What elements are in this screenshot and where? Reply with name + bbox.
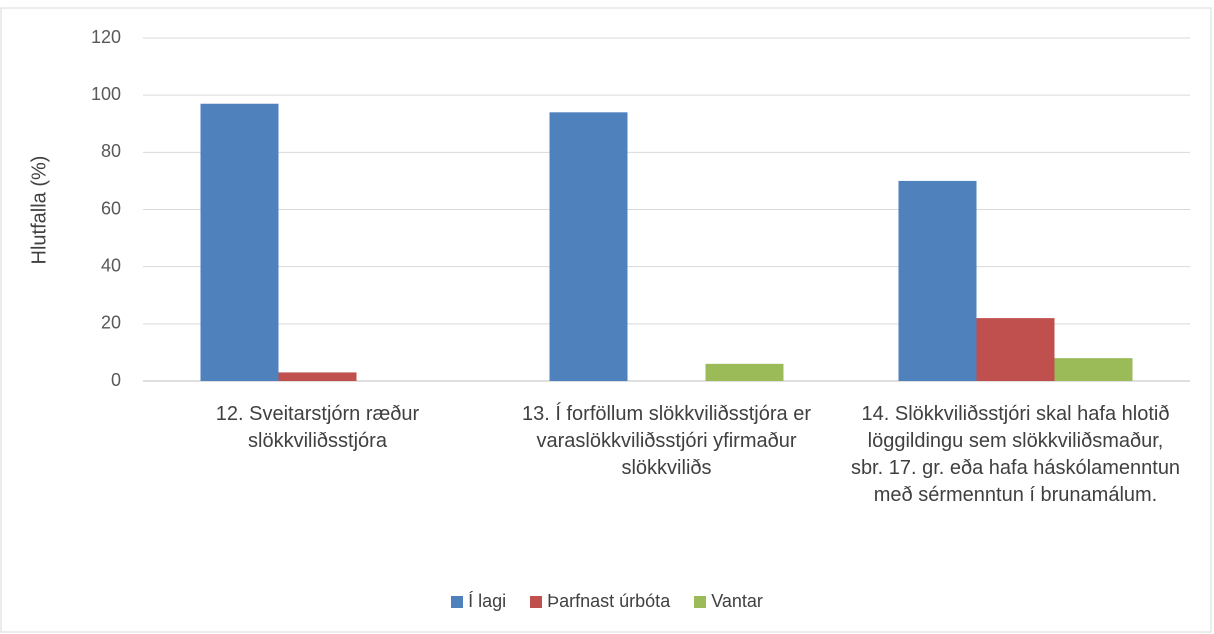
- bar: [898, 180, 977, 381]
- x-tick-label: 12. Sveitarstjórn ræður slökkviliðsstjór…: [215, 403, 420, 452]
- bar: [976, 318, 1055, 381]
- y-tick-label: 40: [101, 255, 121, 275]
- y-tick-label: 0: [111, 370, 121, 390]
- legend-swatch: [694, 595, 707, 608]
- y-tick-label: 120: [91, 27, 121, 47]
- legend-label: Vantar: [711, 591, 763, 611]
- bar: [200, 103, 279, 381]
- legend-item: Þarfnast úrbóta: [530, 591, 670, 612]
- legend-label: Í lagi: [468, 591, 507, 611]
- bar: [1054, 358, 1133, 381]
- y-tick-label: 100: [91, 84, 121, 104]
- legend-swatch: [530, 595, 543, 608]
- y-tick-label: 20: [101, 313, 121, 333]
- legend-swatch: [451, 595, 464, 608]
- y-tick-label: 60: [101, 198, 121, 218]
- legend-label: Þarfnast úrbóta: [547, 591, 671, 611]
- bar: [705, 363, 784, 381]
- chart-border: [0, 7, 1212, 633]
- y-axis-label: Hlutfalla (%): [28, 156, 50, 265]
- legend-item: Í lagi: [451, 591, 506, 612]
- x-tick-label: 13. Í forföllum slökkviliðsstjóra er var…: [522, 403, 811, 479]
- bar: [549, 112, 628, 382]
- legend: Í lagi Þarfnast úrbóta Vantar: [0, 591, 1214, 612]
- x-tick-label: 14. Slökkviliðsstjóri skal hafa hlotið l…: [850, 403, 1181, 506]
- legend-item: Vantar: [694, 591, 763, 612]
- bar: [278, 372, 357, 381]
- y-tick-label: 80: [101, 141, 121, 161]
